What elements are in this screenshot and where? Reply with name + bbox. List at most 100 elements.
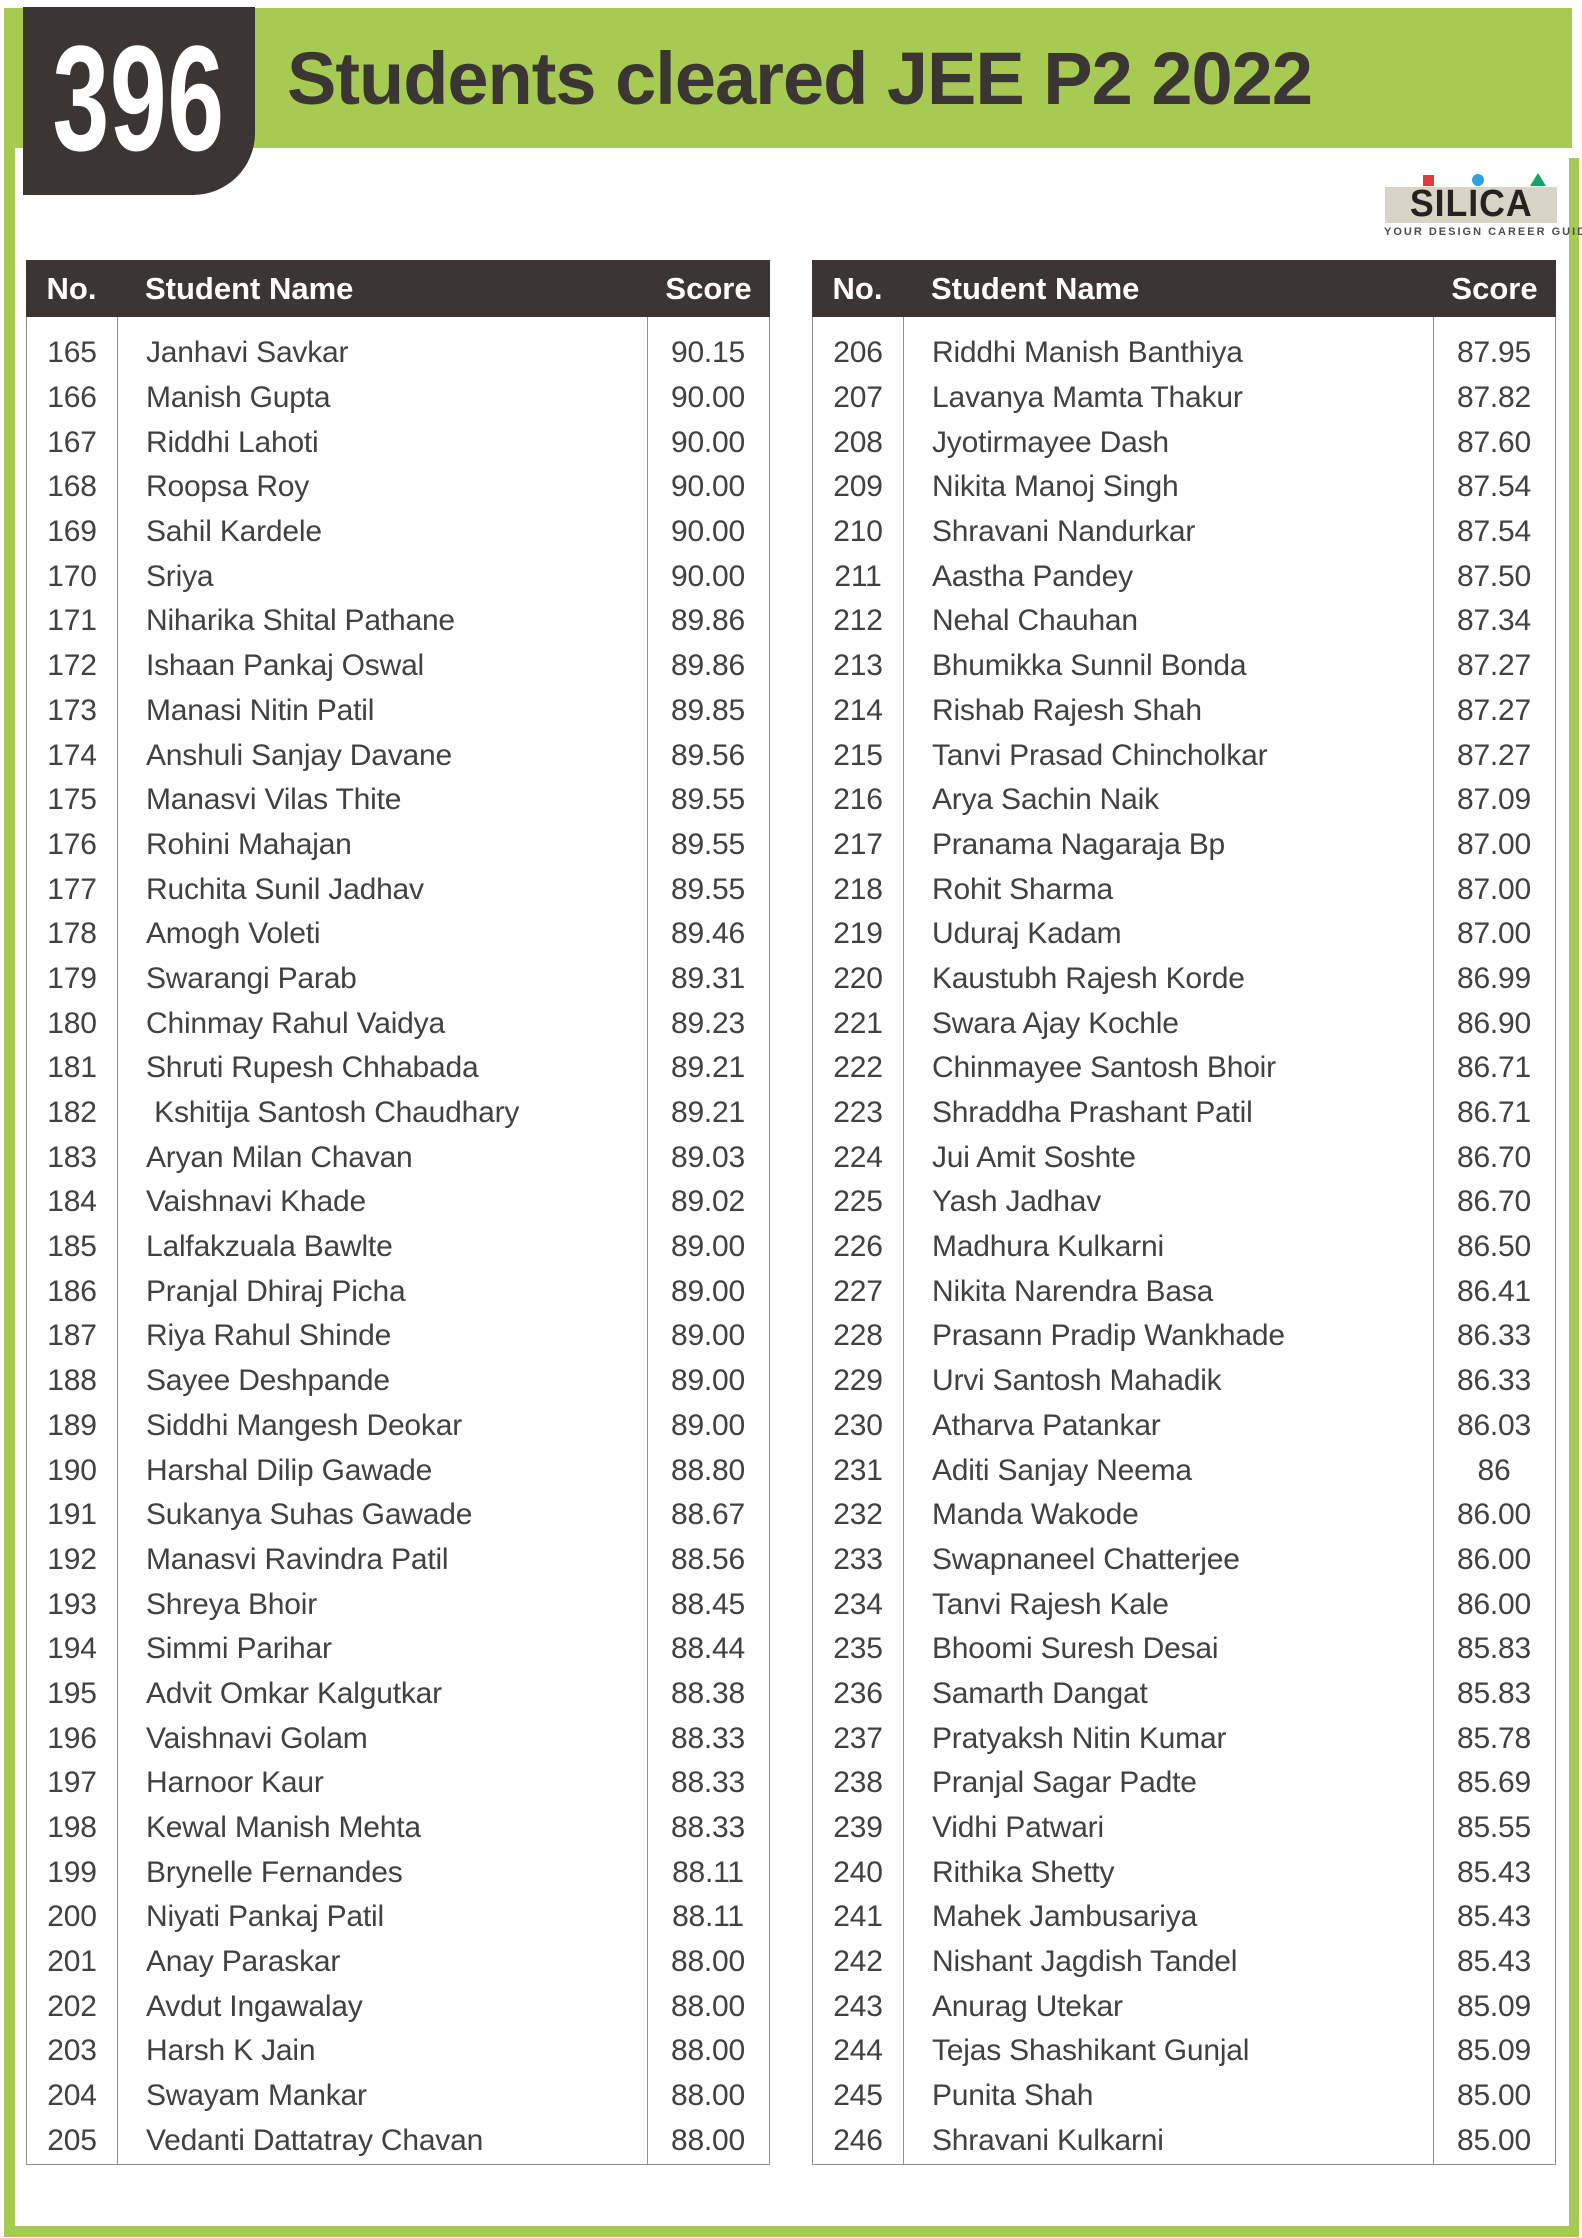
cell-no: 241 [833,1900,883,1934]
cell-score: 89.55 [670,783,746,817]
table-row: 197 Harnoor Kaur 88.33 [27,1761,769,1806]
cell-score: 86.03 [1456,1408,1532,1442]
cell-student-name: Kshitija Santosh Chaudhary [146,1096,520,1130]
cell-no: 191 [47,1498,97,1532]
table-row: 216 Arya Sachin Naik 87.09 [813,778,1555,823]
cell-no: 167 [47,425,97,459]
cell-student-name: Shraddha Prashant Patil [932,1096,1253,1130]
cell-student-name: Swara Ajay Kochle [932,1006,1179,1040]
cell-score: 90.00 [670,425,746,459]
cell-no: 238 [833,1766,883,1800]
cell-student-name: Nishant Jagdish Tandel [932,1945,1238,1979]
cell-no: 229 [833,1364,883,1398]
cell-score: 89.23 [670,1006,746,1040]
cell-score: 87.00 [1456,917,1532,951]
table-row: 191 Sukanya Suhas Gawade 88.67 [27,1493,769,1538]
table-row: 240 Rithika Shetty 85.43 [813,1850,1555,1895]
cell-no: 204 [47,2079,97,2113]
cell-score: 86.33 [1456,1319,1532,1353]
cell-student-name: Rishab Rajesh Shah [932,693,1202,727]
cell-no: 186 [47,1274,97,1308]
cell-no: 201 [47,1945,97,1979]
cell-no: 196 [47,1721,97,1755]
table-row: 230 Atharva Patankar 86.03 [813,1404,1555,1449]
cell-no: 215 [833,738,883,772]
cell-no: 208 [833,425,883,459]
logo-marks [1384,173,1560,187]
cell-score: 87.00 [1456,827,1532,861]
cell-no: 168 [47,470,97,504]
cell-no: 242 [833,1945,883,1979]
cell-no: 170 [47,559,97,593]
results-table-right: No. Student Name Score 206 Riddhi Manish… [812,260,1556,2165]
cell-student-name: Riddhi Manish Banthiya [932,336,1243,370]
cell-student-name: Siddhi Mangesh Deokar [146,1408,462,1442]
cell-student-name: Manasvi Ravindra Patil [146,1542,449,1576]
cell-score: 88.67 [670,1498,746,1532]
cell-no: 209 [833,470,883,504]
cell-score: 86.70 [1456,1185,1532,1219]
table-row: 202 Avdut Ingawalay 88.00 [27,1984,769,2029]
cell-student-name: Manish Gupta [146,381,331,415]
cell-no: 194 [47,1632,97,1666]
cell-score: 87.09 [1456,783,1532,817]
table-row: 174 Anshuli Sanjay Davane 89.56 [27,733,769,778]
cell-student-name: Lavanya Mamta Thakur [932,381,1243,415]
cell-no: 173 [47,693,97,727]
cell-student-name: Pranjal Sagar Padte [932,1766,1197,1800]
cell-no: 218 [833,872,883,906]
cell-student-name: Advit Omkar Kalgutkar [146,1676,442,1710]
cell-student-name: Vaishnavi Khade [146,1185,366,1219]
cell-score: 86.41 [1456,1274,1532,1308]
cell-score: 87.34 [1456,604,1532,638]
cell-no: 206 [833,336,883,370]
cell-student-name: Yash Jadhav [932,1185,1102,1219]
cell-no: 176 [47,827,97,861]
cell-score: 88.33 [670,1721,746,1755]
cell-student-name: Swarangi Parab [146,961,357,995]
cell-score: 89.03 [670,1140,746,1174]
cell-student-name: Harshal Dilip Gawade [146,1453,433,1487]
cell-no: 190 [47,1453,97,1487]
cell-student-name: Atharva Patankar [932,1408,1161,1442]
cell-no: 216 [833,783,883,817]
cell-student-name: Avdut Ingawalay [146,1989,363,2023]
table-body: 206 Riddhi Manish Banthiya 87.95 207 Lav… [812,317,1556,2165]
cell-score: 85.78 [1456,1721,1532,1755]
table-row: 168 Roopsa Roy 90.00 [27,465,769,510]
cell-score: 88.33 [670,1811,746,1845]
cell-no: 166 [47,381,97,415]
cell-no: 172 [47,649,97,683]
table-row: 229 Urvi Santosh Mahadik 86.33 [813,1359,1555,1404]
cell-score: 88.11 [672,1900,744,1934]
table-row: 246 Shravani Kulkarni 85.00 [813,2119,1555,2164]
table-row: 223 Shraddha Prashant Patil 86.71 [813,1091,1555,1136]
cell-student-name: Shreya Bhoir [146,1587,318,1621]
cell-no: 180 [47,1006,97,1040]
cell-score: 86.71 [1456,1051,1532,1085]
table-row: 203 Harsh K Jain 88.00 [27,2029,769,2074]
cell-score: 90.00 [670,515,746,549]
cell-student-name: Lalfakzuala Bawlte [146,1230,393,1264]
table-row: 204 Swayam Mankar 88.00 [27,2074,769,2119]
cell-score: 87.27 [1456,738,1532,772]
cell-score: 88.00 [670,2123,746,2157]
cell-score: 86.00 [1456,1587,1532,1621]
cell-score: 86.50 [1456,1230,1532,1264]
cell-no: 220 [833,961,883,995]
cell-score: 89.86 [670,604,746,638]
cell-student-name: Bhoomi Suresh Desai [932,1632,1219,1666]
cell-student-name: Prasann Pradip Wankhade [932,1319,1285,1353]
red-square-icon [1423,175,1434,186]
results-table-left: No. Student Name Score 165 Janhavi Savka… [26,260,770,2165]
cell-no: 214 [833,693,883,727]
cell-no: 181 [47,1051,97,1085]
cell-no: 197 [47,1766,97,1800]
column-divider [647,317,648,2164]
frame-right-strip [1569,158,1579,2237]
table-row: 193 Shreya Bhoir 88.45 [27,1582,769,1627]
cell-no: 221 [833,1006,883,1040]
table-row: 192 Manasvi Ravindra Patil 88.56 [27,1538,769,1583]
column-divider [903,317,904,2164]
cell-student-name: Anurag Utekar [932,1989,1123,2023]
